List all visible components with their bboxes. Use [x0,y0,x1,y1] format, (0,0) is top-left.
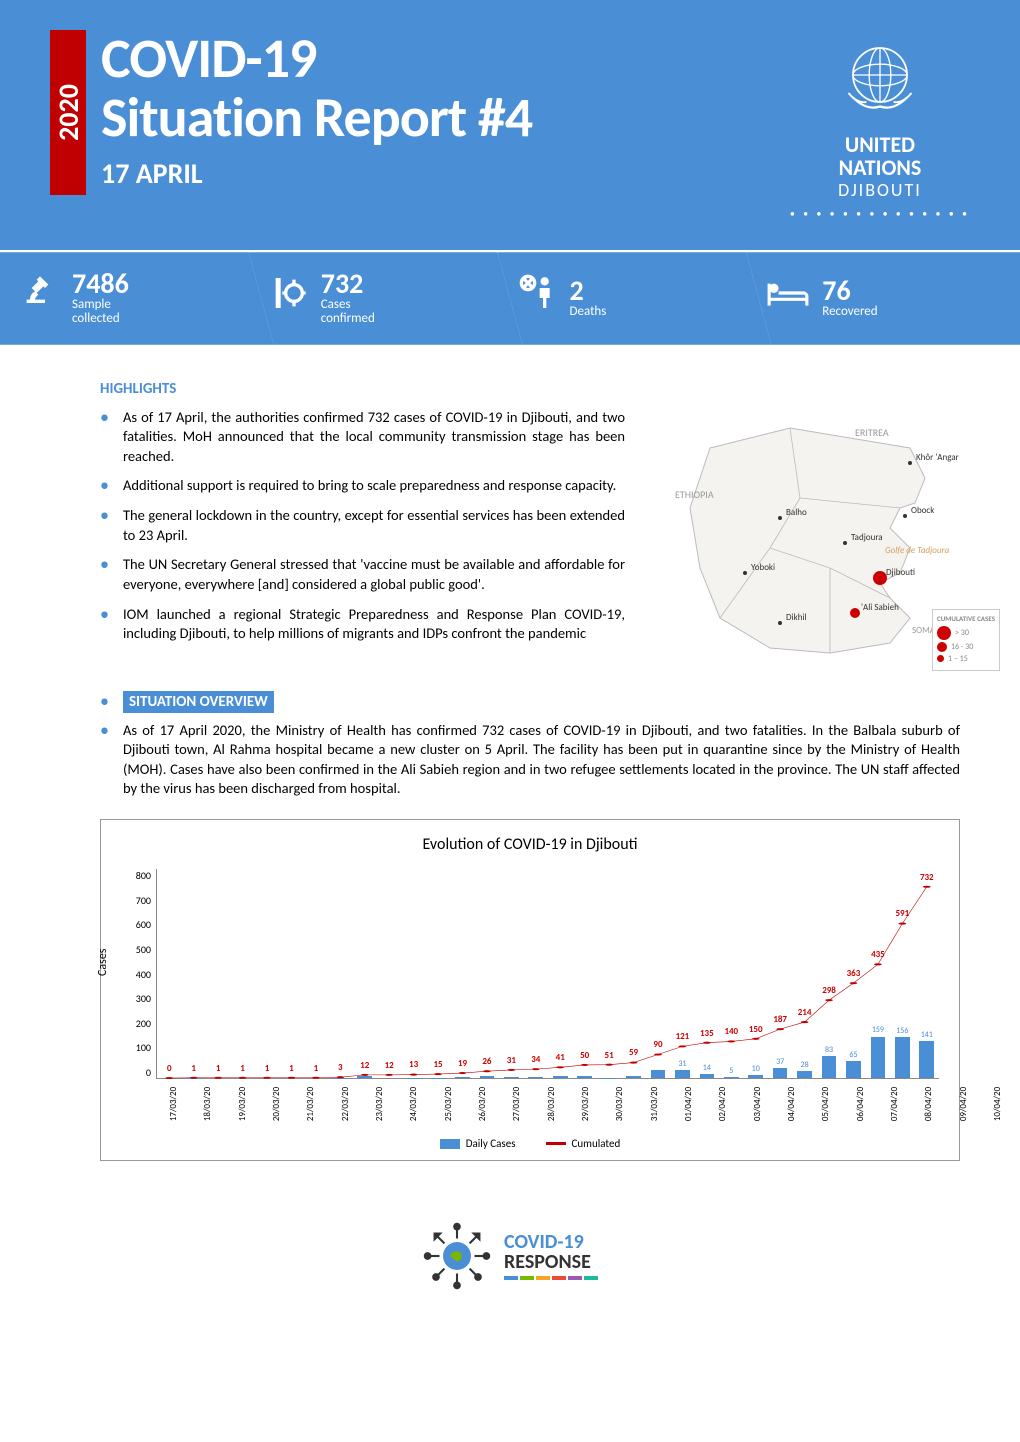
map-box: ERITREA ETHIOPIA SOMALIA Khôr 'AngarBalh… [640,408,960,671]
chart-legend: Daily Cases Cumulated [121,1137,939,1150]
overview-paragraph: • As of 17 April 2020, the Ministry of H… [100,721,960,799]
stats-bar: 7486 Samplecollected 732 Casesconfirmed … [0,250,1020,345]
legend-daily: Daily Cases [466,1137,516,1150]
highlight-item: •The general lockdown in the country, ex… [100,506,625,545]
evolution-chart: Evolution of COVID-19 in Djibouti Cases … [100,819,960,1161]
stat-label: Deaths [570,305,607,319]
microscope-icon [20,273,60,323]
year-text: 2020 [51,84,86,141]
decorative-dots: • • • • • • • • • • • • • • [790,207,970,220]
y-axis-ticks: 0100200300400500600700800 [121,869,151,1079]
stat-value: 7486 [72,270,129,298]
legend-cumulated: Cumulated [572,1137,621,1150]
virus-icon [269,273,309,323]
org-country: DJIBOUTI [790,179,970,201]
highlight-item: •Additional support is required to bring… [100,476,625,496]
un-emblem-icon [835,30,925,120]
djibouti-map: ERITREA ETHIOPIA SOMALIA Khôr 'AngarBalh… [640,408,960,668]
stat-cell: 76 Recovered [746,252,1020,345]
header-banner: 2020 COVID-19 Situation Report #4 17 APR… [0,0,1020,250]
stat-cell: 732 Casesconfirmed [249,252,523,345]
svg-text:Tadjoura: Tadjoura [851,532,883,543]
svg-text:Khôr 'Angar: Khôr 'Angar [916,452,959,463]
svg-text:Golfe de Tadjoura: Golfe de Tadjoura [885,545,950,556]
overview-text-content: As of 17 April 2020, the Ministry of Hea… [123,721,960,799]
year-badge: 2020 [50,30,86,195]
footer-title-1: COVID-19 [504,1232,598,1252]
death-icon [518,273,558,323]
stat-label: Casesconfirmed [321,298,375,327]
x-axis-labels: 17/03/2018/03/2019/03/2020/03/2021/03/20… [156,1079,939,1129]
highlight-item: •As of 17 April, the authorities confirm… [100,408,625,467]
svg-text:'Ali Sabieh: 'Ali Sabieh [861,602,899,613]
chart-plot-area: 0 0 1 1 1 0 1 0 1 0 1 0 1 0 3 2 12 9 12 … [156,869,939,1079]
svg-text:ETHIOPIA: ETHIOPIA [675,488,714,501]
map-legend: CUMULATIVE CASES > 3016 - 301 – 15 [932,609,1000,671]
footer-title-2: RESPONSE [504,1252,598,1272]
y-axis-label: Cases [96,949,110,977]
chart-title: Evolution of COVID-19 in Djibouti [121,835,939,854]
un-branding: UNITED NATIONS DJIBOUTI • • • • • • • • … [790,30,970,220]
highlights-heading: HIGHLIGHTS [100,380,960,398]
stat-cell: 7486 Samplecollected [0,252,274,345]
stat-cell: 2 Deaths [498,252,772,345]
overview-heading: SITUATION OVERVIEW [123,691,274,713]
org-name-2: NATIONS [790,156,970,179]
svg-text:Djibouti: Djibouti [886,567,915,578]
stat-value: 732 [321,270,375,298]
stat-value: 76 [822,277,877,305]
title-line-2: Situation Report #4 [101,89,790,148]
org-name-1: UNITED [790,133,970,156]
svg-text:Dikhil: Dikhil [786,612,807,623]
svg-text:Obock: Obock [911,505,934,516]
svg-text:Yoboki: Yoboki [751,562,775,573]
covid-response-emblem-icon [422,1221,492,1291]
stat-value: 2 [570,277,607,305]
highlights-list: •As of 17 April, the authorities confirm… [100,408,625,644]
stat-label: Recovered [822,305,877,319]
footer-color-bars [504,1276,598,1280]
svg-text:Balho: Balho [786,507,807,518]
highlight-item: •IOM launched a regional Strategic Prepa… [100,605,625,644]
bed-icon [766,273,810,323]
stat-label: Samplecollected [72,298,129,327]
title-line-1: COVID-19 [101,30,790,89]
svg-text:ERITREA: ERITREA [855,426,889,439]
legend-title: CUMULATIVE CASES [937,614,995,623]
footer-logo: COVID-19 RESPONSE [0,1211,1020,1321]
highlight-item: •The UN Secretary General stressed that … [100,555,625,594]
report-date: 17 APRIL [101,156,790,191]
